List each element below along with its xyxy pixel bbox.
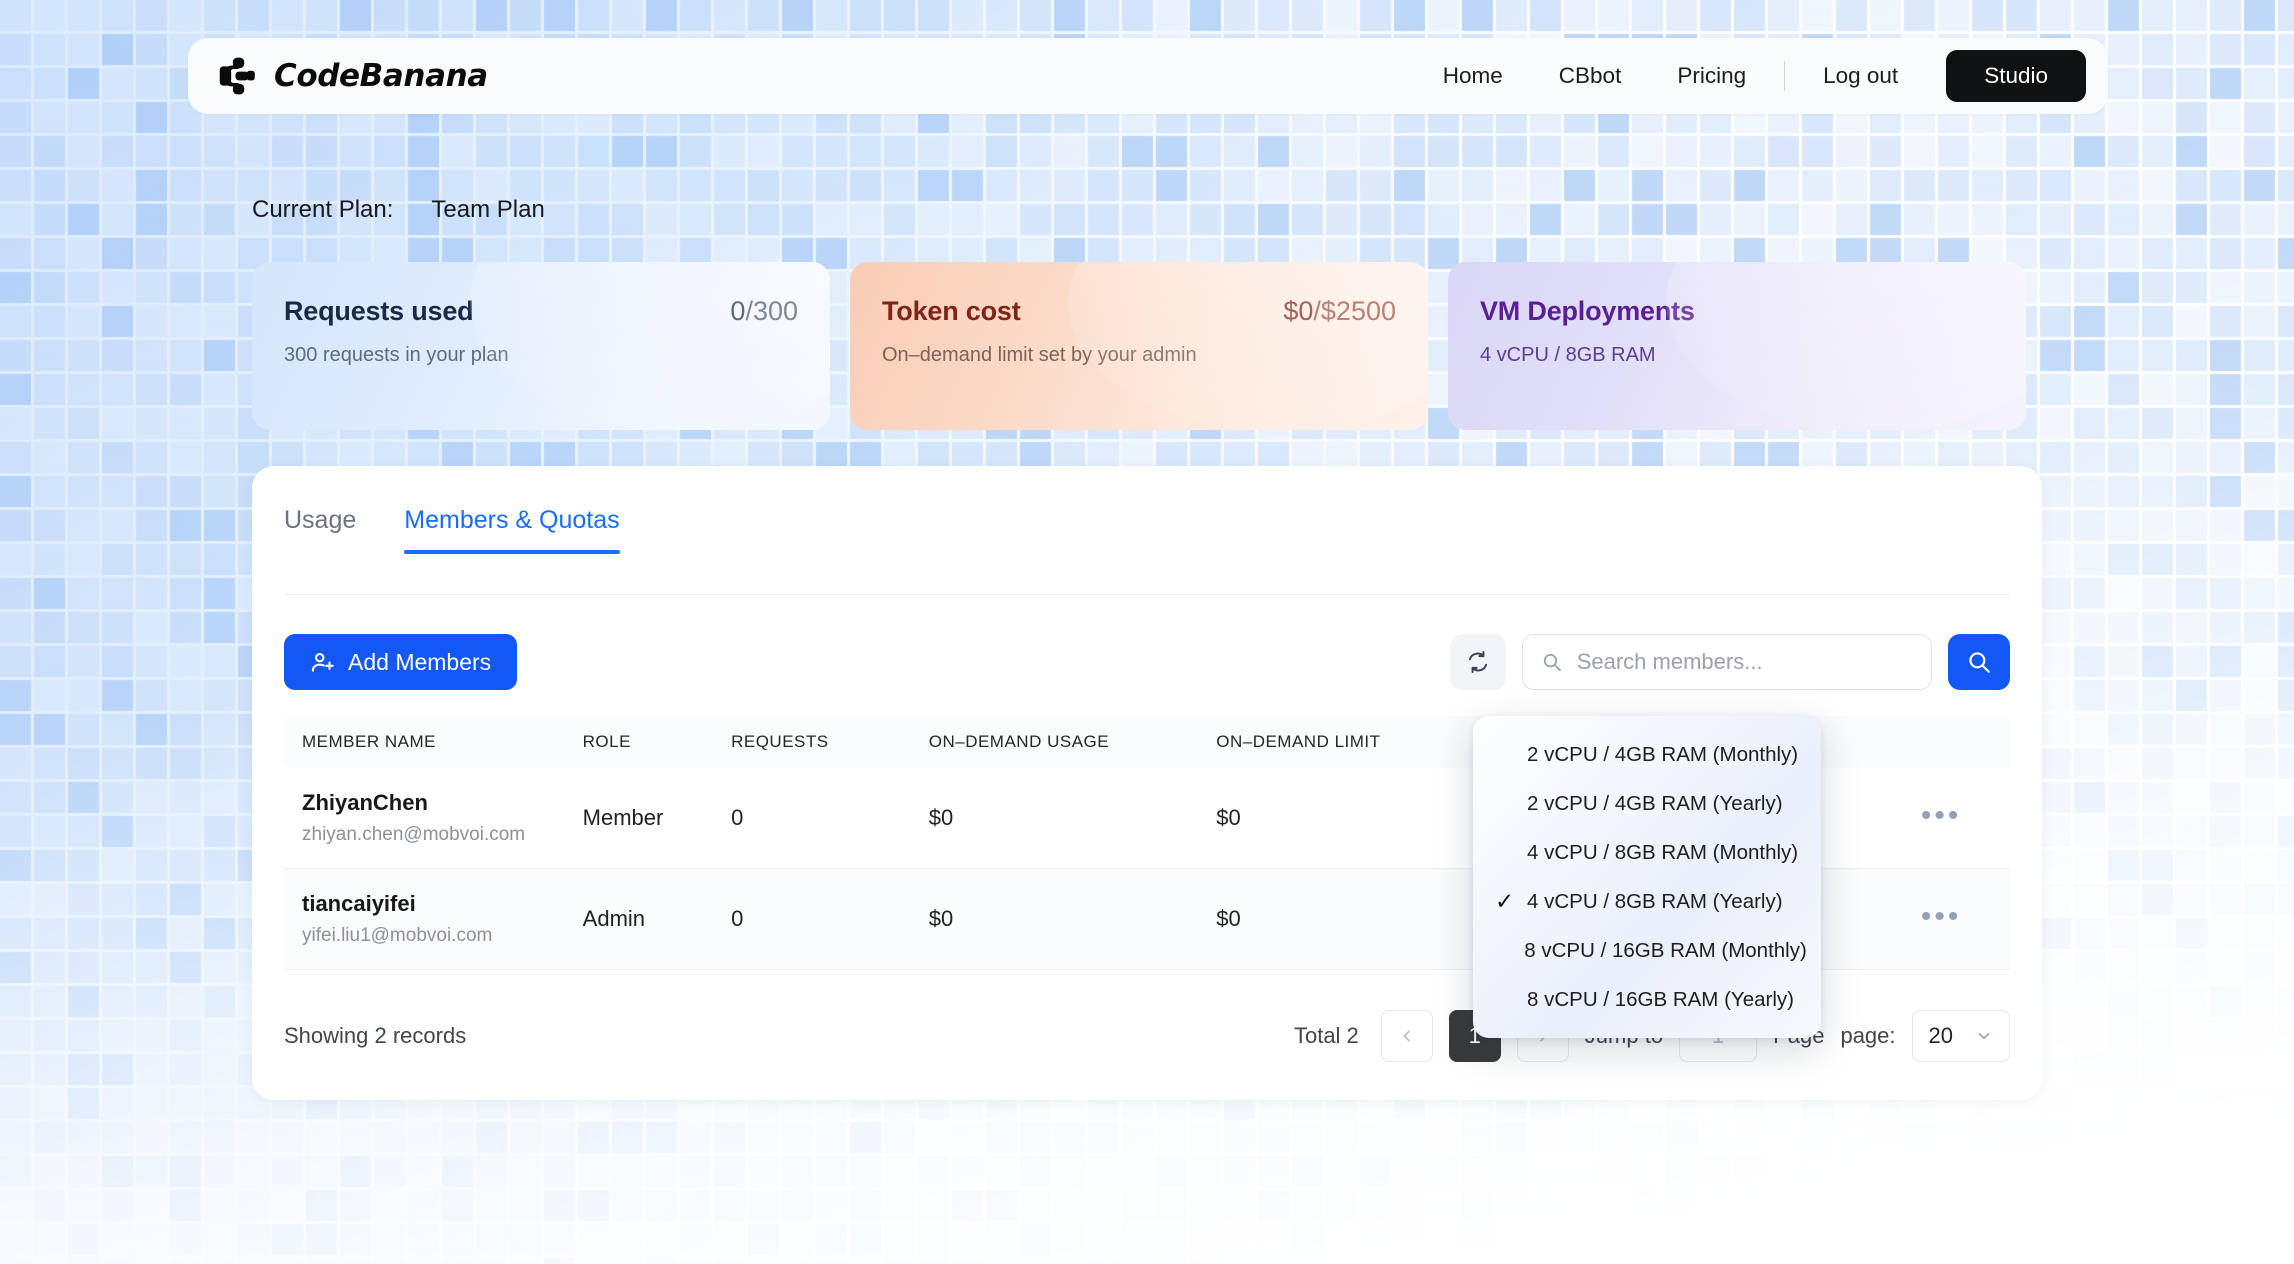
current-plan: Current Plan: Team Plan — [252, 196, 545, 224]
chevron-left-icon — [1403, 1030, 1410, 1042]
tab-members-quotas[interactable]: Members & Quotas — [404, 498, 620, 554]
per-page-value: 20 — [1928, 1023, 1953, 1048]
brand[interactable]: CodeBanana — [218, 55, 488, 97]
th-requests[interactable]: REQUESTS — [731, 716, 929, 768]
row-more-options-icon[interactable]: ••• — [1911, 902, 1972, 932]
card-metric-value: $0 — [1283, 296, 1314, 326]
vm-option-8vcpu-16gb-yearly[interactable]: ✓ 8 vCPU / 16GB RAM (Yearly) — [1473, 975, 1821, 1024]
search-icon — [1543, 653, 1561, 671]
card-title: Requests used — [284, 296, 474, 326]
card-title: VM Deployments — [1480, 296, 1695, 326]
current-plan-label: Current Plan: — [252, 196, 394, 223]
vm-option-label: 4 vCPU / 8GB RAM (Yearly) — [1527, 889, 1783, 913]
add-members-label: Add Members — [348, 648, 492, 675]
nav-home[interactable]: Home — [1442, 63, 1503, 88]
prev-page-button[interactable] — [1380, 1010, 1433, 1062]
cell-role: Admin — [582, 868, 732, 970]
showing-records: Showing 2 records — [284, 1023, 467, 1048]
tab-usage[interactable]: Usage — [284, 506, 357, 534]
studio-button[interactable]: Studio — [1946, 50, 2086, 102]
brand-name: CodeBanana — [274, 58, 488, 94]
nav-links: Home CBbot Pricing Log out Studio — [1415, 50, 2086, 102]
card-subtitle: On–demand limit set by your admin — [882, 344, 1197, 366]
per-page-select[interactable]: 20 — [1911, 1010, 2010, 1062]
th-role[interactable]: ROLE — [582, 716, 732, 768]
member-email: yifei.liu1@mobvoi.com — [302, 925, 493, 946]
card-subtitle: 300 requests in your plan — [284, 344, 509, 366]
vm-option-label: 2 vCPU / 4GB RAM (Monthly) — [1527, 742, 1799, 766]
card-subtitle: 4 vCPU / 8GB RAM — [1480, 344, 1656, 366]
cell-on-demand-limit: $0 — [1216, 768, 1484, 869]
cell-actions: ••• — [1910, 768, 2010, 869]
cell-requests: 0 — [731, 868, 929, 970]
member-name: ZhiyanChen — [302, 790, 428, 815]
cell-requests: 0 — [731, 768, 929, 869]
add-members-button[interactable]: Add Members — [284, 634, 518, 690]
th-on-demand-limit[interactable]: ON–DEMAND LIMIT — [1216, 716, 1484, 768]
th-member-name[interactable]: MEMBER NAME — [284, 716, 583, 768]
card-title: Token cost — [882, 296, 1021, 326]
card-metric-value: 0 — [730, 296, 746, 326]
search-field[interactable] — [1522, 634, 1932, 690]
cell-actions: ••• — [1910, 868, 2010, 970]
cell-member: tiancaiyifei yifei.liu1@mobvoi.com — [284, 868, 583, 970]
per-page-label: page: — [1840, 1023, 1896, 1048]
vm-option-label: 8 vCPU / 16GB RAM (Yearly) — [1527, 987, 1794, 1011]
user-plus-icon — [311, 652, 334, 672]
refresh-button[interactable] — [1450, 634, 1506, 690]
card-metric: 0/300 — [730, 296, 798, 327]
nav-pricing[interactable]: Pricing — [1677, 63, 1747, 88]
vm-option-4vcpu-8gb-yearly[interactable]: ✓ 4 vCPU / 8GB RAM (Yearly) — [1473, 877, 1821, 926]
card-vm-deployments: VM Deployments 4 vCPU / 8GB RAM — [1448, 262, 2026, 430]
card-token-cost: Token cost $0/$2500 On–demand limit set … — [850, 262, 1428, 430]
vm-option-label: 8 vCPU / 16GB RAM (Monthly) — [1524, 938, 1807, 962]
th-actions — [1910, 716, 2010, 768]
th-on-demand-usage[interactable]: ON–DEMAND USAGE — [928, 716, 1217, 768]
codebanana-logo-icon — [219, 57, 255, 95]
row-more-options-icon[interactable]: ••• — [1911, 801, 1972, 831]
chevron-down-icon — [1978, 1033, 1990, 1039]
top-navbar: CodeBanana Home CBbot Pricing Log out St… — [188, 38, 2108, 114]
refresh-icon — [1468, 651, 1488, 673]
card-requests-used: Requests used 0/300 300 requests in your… — [252, 262, 830, 430]
vm-configuration-dropdown: ✓ 2 vCPU / 4GB RAM (Monthly) ✓ 2 vCPU / … — [1473, 716, 1821, 1038]
total-records: Total 2 — [1293, 1023, 1359, 1048]
cell-member: ZhiyanChen zhiyan.chen@mobvoi.com — [284, 768, 583, 869]
cell-on-demand-limit: $0 — [1216, 868, 1484, 970]
vm-option-8vcpu-16gb-monthly[interactable]: ✓ 8 vCPU / 16GB RAM (Monthly) — [1473, 926, 1821, 975]
vm-option-2vcpu-4gb-monthly[interactable]: ✓ 2 vCPU / 4GB RAM (Monthly) — [1473, 730, 1821, 779]
panel-tabs: Usage Members & Quotas — [284, 498, 2042, 554]
members-toolbar: Add Members — [284, 634, 2010, 690]
card-metric: $0/$2500 — [1283, 296, 1396, 327]
cell-role: Member — [582, 768, 732, 869]
nav-cbbot[interactable]: CBbot — [1558, 63, 1622, 88]
member-email: zhiyan.chen@mobvoi.com — [302, 824, 526, 845]
vm-option-4vcpu-8gb-monthly[interactable]: ✓ 4 vCPU / 8GB RAM (Monthly) — [1473, 828, 1821, 877]
search-icon — [1969, 652, 1990, 673]
member-name: tiancaiyifei — [302, 891, 416, 916]
vm-option-label: 2 vCPU / 4GB RAM (Yearly) — [1527, 791, 1783, 815]
search-submit-button[interactable] — [1948, 634, 2010, 690]
summary-cards: Requests used 0/300 300 requests in your… — [252, 262, 2026, 430]
current-plan-value: Team Plan — [431, 196, 545, 223]
toolbar-right — [1450, 634, 2010, 690]
tabs-divider — [284, 594, 2010, 595]
search-input[interactable] — [1576, 649, 1913, 675]
vm-option-label: 4 vCPU / 8GB RAM (Monthly) — [1527, 840, 1799, 864]
check-icon: ✓ — [1495, 888, 1515, 914]
card-metric-total: /300 — [745, 296, 798, 326]
nav-divider — [1784, 61, 1786, 91]
vm-option-2vcpu-4gb-yearly[interactable]: ✓ 2 vCPU / 4GB RAM (Yearly) — [1473, 779, 1821, 828]
cell-on-demand-usage: $0 — [928, 868, 1217, 970]
card-metric-total: /$2500 — [1313, 296, 1396, 326]
cell-on-demand-usage: $0 — [928, 768, 1217, 869]
nav-logout[interactable]: Log out — [1823, 63, 1899, 88]
